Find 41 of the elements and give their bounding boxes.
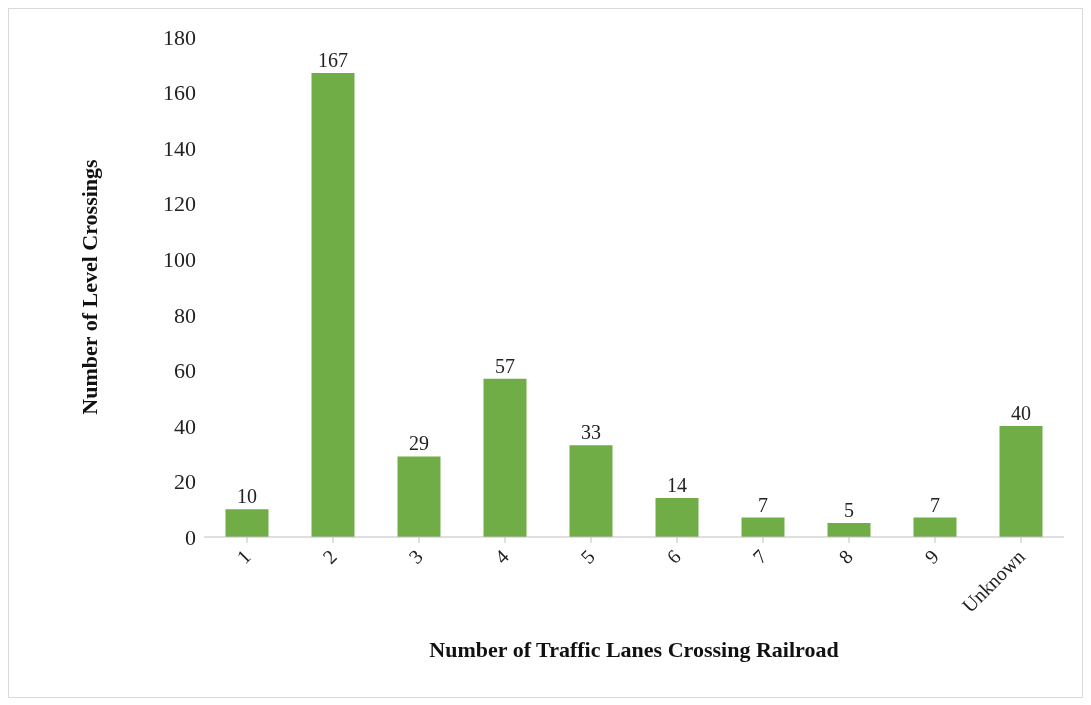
x-tick-label: 9 xyxy=(920,545,943,568)
x-axis-title: Number of Traffic Lanes Crossing Railroad xyxy=(429,637,839,662)
data-label: 7 xyxy=(930,493,940,516)
y-axis-title: Number of Level Crossings xyxy=(76,158,102,415)
bar xyxy=(827,523,871,537)
y-tick-label: 160 xyxy=(163,80,196,106)
x-tick-label: 6 xyxy=(662,545,685,568)
data-label: 10 xyxy=(237,485,257,508)
y-tick-label: 100 xyxy=(163,247,196,273)
data-label: 33 xyxy=(581,421,601,444)
x-tick-label: 4 xyxy=(490,545,513,568)
bar xyxy=(655,498,699,537)
x-tick-label: 1 xyxy=(232,545,255,568)
y-tick-label: 120 xyxy=(163,191,196,217)
bar xyxy=(397,456,441,537)
data-label: 57 xyxy=(495,354,515,377)
y-tick-label: 180 xyxy=(163,24,196,50)
bar xyxy=(913,517,957,537)
y-tick-label: 60 xyxy=(174,358,196,384)
bar xyxy=(741,517,785,537)
x-tick-label: 5 xyxy=(576,545,599,568)
x-tick-label: 7 xyxy=(748,545,771,568)
y-tick-label: 80 xyxy=(174,302,196,328)
data-label: 40 xyxy=(1011,401,1031,424)
data-label: 14 xyxy=(667,474,687,497)
bar xyxy=(569,445,613,537)
bar xyxy=(483,378,527,537)
y-tick-label: 40 xyxy=(174,413,196,439)
data-label: 7 xyxy=(758,493,768,516)
y-tick-label: 20 xyxy=(174,469,196,495)
data-label: 5 xyxy=(844,499,854,522)
x-tick-label: 3 xyxy=(404,545,427,568)
x-tick-label: 2 xyxy=(318,545,341,568)
bar xyxy=(225,509,269,537)
data-label: 29 xyxy=(409,432,429,455)
y-tick-label: 0 xyxy=(185,524,196,550)
bar xyxy=(999,425,1043,537)
y-tick-label: 140 xyxy=(163,135,196,161)
data-label: 167 xyxy=(318,49,348,72)
x-tick-label: 8 xyxy=(834,545,857,568)
bar xyxy=(311,73,355,537)
